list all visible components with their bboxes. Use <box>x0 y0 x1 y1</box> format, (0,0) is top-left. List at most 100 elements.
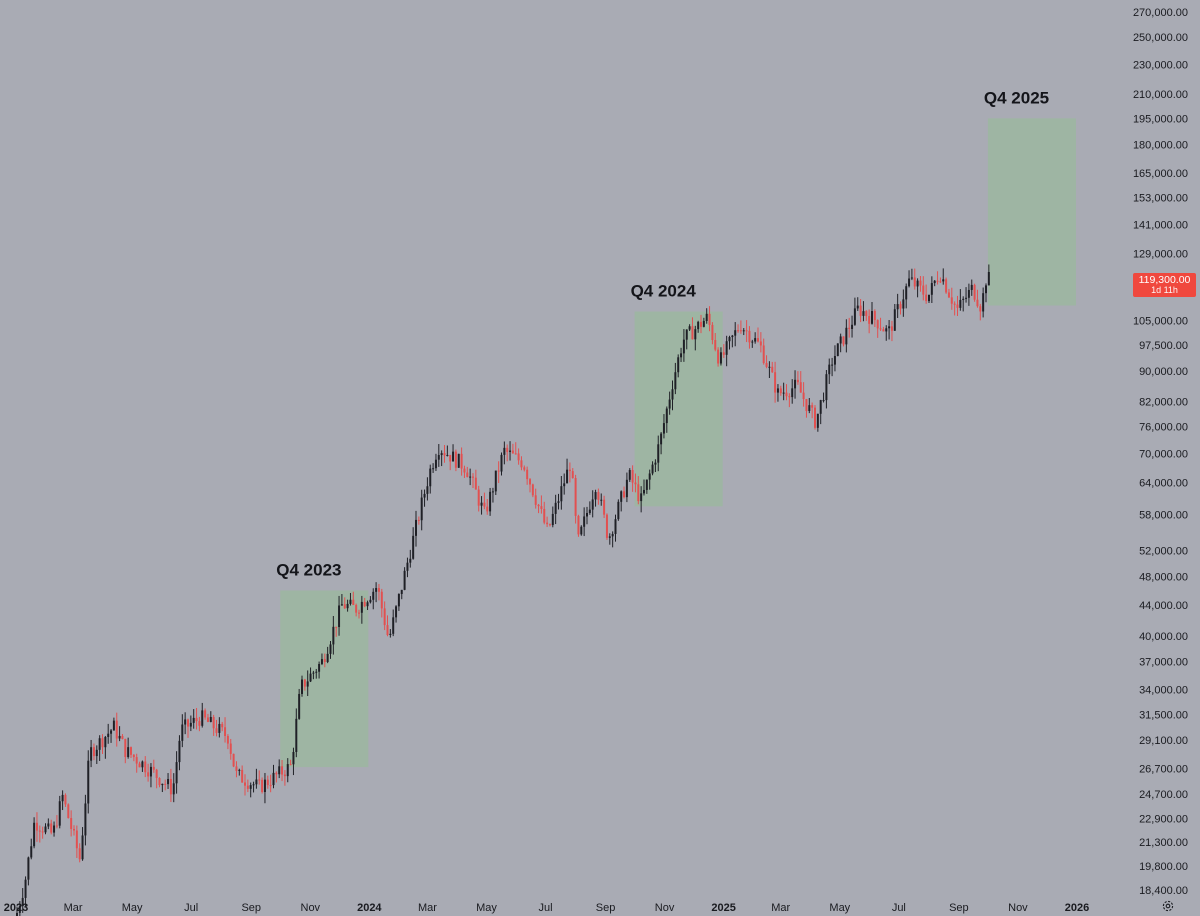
candle <box>24 876 27 908</box>
time-tick-label: Mar <box>418 902 437 914</box>
time-tick-label: Nov <box>301 902 321 914</box>
candle <box>728 335 731 350</box>
candle <box>939 277 942 284</box>
candle <box>263 772 266 804</box>
candle <box>397 593 400 611</box>
candle <box>269 774 272 793</box>
candle <box>839 333 842 353</box>
candle <box>224 717 227 743</box>
candle <box>648 469 651 490</box>
candle <box>722 344 725 358</box>
price-tick-label: 141,000.00 <box>1133 219 1188 231</box>
candle <box>241 765 244 783</box>
candle <box>913 268 916 290</box>
candle <box>717 347 720 367</box>
candle <box>876 319 879 338</box>
candle <box>808 397 811 414</box>
candle <box>691 317 694 340</box>
candle <box>340 594 343 606</box>
candle <box>47 818 50 830</box>
candle <box>480 496 483 515</box>
candle <box>70 810 73 837</box>
candle <box>189 715 192 732</box>
candle <box>680 347 683 363</box>
candle <box>580 525 583 536</box>
candle <box>101 734 104 754</box>
candle <box>369 596 372 604</box>
gear-icon[interactable] <box>1161 899 1175 913</box>
candle <box>272 764 275 789</box>
candle <box>124 738 127 764</box>
candle <box>845 319 848 353</box>
candle <box>782 382 785 401</box>
candle <box>583 507 586 537</box>
candle <box>822 392 825 403</box>
candle <box>759 332 762 353</box>
candle <box>503 441 506 465</box>
candle <box>617 499 620 521</box>
candle <box>814 405 816 430</box>
candle <box>922 276 925 301</box>
candle <box>631 465 634 492</box>
time-axis[interactable]: 2023 Mar May Jul Sep Nov 2024 Mar May Jul Sep Nov 20… <box>4 902 1089 914</box>
candle <box>415 510 417 547</box>
candle <box>178 735 181 771</box>
candle <box>452 444 455 462</box>
candle <box>449 454 452 471</box>
candle <box>662 414 665 439</box>
candle <box>78 843 81 863</box>
candle <box>432 463 435 473</box>
candle <box>192 709 195 729</box>
candle <box>751 339 754 348</box>
candle <box>665 406 668 433</box>
candle <box>30 838 33 860</box>
price-tick-label: 210,000.00 <box>1133 89 1188 101</box>
candle <box>389 629 392 638</box>
candle <box>654 459 657 473</box>
time-tick-label: 2023 <box>4 902 28 914</box>
candle <box>967 283 970 306</box>
candle <box>335 626 338 637</box>
candle <box>868 309 871 334</box>
candle <box>172 773 175 803</box>
candle <box>603 495 606 519</box>
price-tick-label: 58,000.00 <box>1139 510 1188 522</box>
price-tick-label: 29,100.00 <box>1139 735 1188 747</box>
candle <box>343 597 346 609</box>
candle <box>896 293 899 318</box>
candle <box>705 308 708 324</box>
candle <box>571 468 574 479</box>
candle <box>226 734 229 750</box>
candle <box>400 589 403 600</box>
price-tick-label: 230,000.00 <box>1133 59 1188 71</box>
candle <box>386 615 389 637</box>
time-tick-label: Mar <box>771 902 790 914</box>
candle <box>457 453 460 468</box>
candle <box>175 751 178 794</box>
time-tick-label: Jul <box>184 902 198 914</box>
candle <box>628 468 631 482</box>
candle <box>677 354 680 378</box>
candle <box>149 763 152 788</box>
candle <box>417 516 420 525</box>
candle <box>44 823 47 835</box>
candle <box>682 329 685 362</box>
candle <box>511 443 514 454</box>
candle <box>702 317 705 328</box>
quarter-labels: Q4 2023 Q4 2024 Q4 2025 <box>276 88 1049 579</box>
candle <box>965 287 968 303</box>
candle <box>147 763 150 782</box>
time-tick-label: Nov <box>1008 902 1028 914</box>
price-tick-label: 24,700.00 <box>1139 789 1188 801</box>
candle <box>275 771 278 783</box>
candle <box>788 393 791 408</box>
price-axis[interactable]: 270,000.00 250,000.00 230,000.00 210,000.00… <box>1133 7 1188 897</box>
price-tick-label: 18,400.00 <box>1139 885 1188 897</box>
q4-label: Q4 2024 <box>631 282 697 301</box>
candle <box>204 708 207 720</box>
candle <box>574 474 577 524</box>
candle <box>882 326 885 332</box>
candle <box>104 735 107 759</box>
candle <box>910 268 913 281</box>
